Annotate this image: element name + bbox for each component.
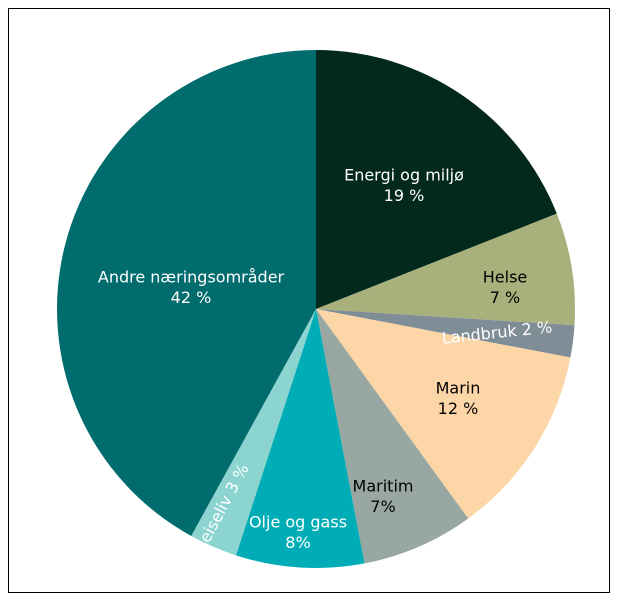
pie-slice <box>235 309 365 568</box>
pie-slice <box>56 50 316 536</box>
slice-label: Energi og miljø 19 % <box>344 165 464 205</box>
slice-label: Helse 7 % <box>483 267 528 307</box>
slice-label: Olje og gass 8% <box>249 512 347 552</box>
pie-slice <box>316 50 557 309</box>
category-label: Andre næringsområder <box>98 267 285 286</box>
category-label: Energi og miljø <box>344 165 464 184</box>
value-label: 12 % <box>438 399 479 418</box>
frame <box>8 8 610 593</box>
pie-slice <box>316 309 469 564</box>
value-label: 19 % <box>384 186 425 205</box>
pie-slice <box>191 309 316 556</box>
pie-slice <box>316 213 576 326</box>
value-label: 7 % <box>490 288 520 307</box>
category-label: Marin <box>436 378 481 397</box>
pie-slice <box>316 309 575 358</box>
category-label: Olje og gass <box>249 512 347 531</box>
pie-slice <box>316 309 571 519</box>
category-label: Helse <box>483 267 528 286</box>
value-label: 2 % <box>521 317 553 339</box>
value-label: 8% <box>285 533 310 552</box>
value-label: 42 % <box>171 288 212 307</box>
slice-label: Marin 12 % <box>436 378 481 418</box>
slice-label: Andre næringsområder 42 % <box>98 267 285 307</box>
value-label: 7% <box>370 497 395 516</box>
category-label: Maritim <box>353 476 414 495</box>
slice-label: Maritim 7% <box>353 476 414 516</box>
